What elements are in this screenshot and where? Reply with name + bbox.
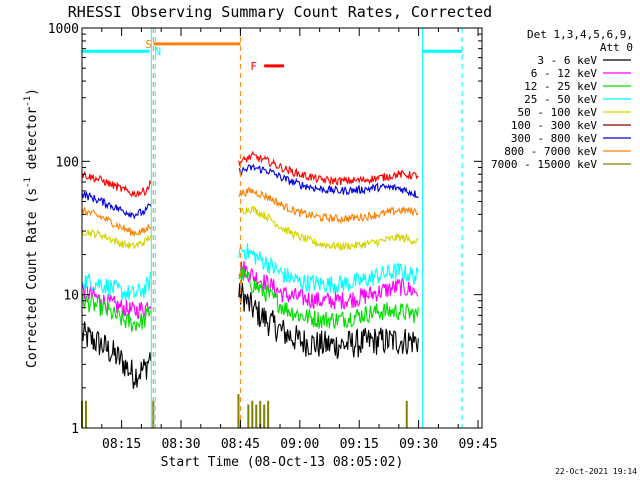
plot-area: SN F bbox=[81, 28, 463, 428]
flag-label-F: F bbox=[250, 60, 257, 73]
axes: 1 10 100 1000 08:15 08:30 08:45 09:00 09:15 09:30… bbox=[48, 22, 498, 452]
series-line-12-25-kev-1 bbox=[238, 267, 419, 330]
chart-title: RHESSI Observing Summary Count Rates, Co… bbox=[68, 3, 492, 21]
y-tick-label-1: 1 bbox=[71, 422, 79, 437]
legend-label-6-12-kev: 6 - 12 keV bbox=[531, 67, 598, 80]
x-tick-label-0945: 09:45 bbox=[458, 437, 497, 452]
legend-label-800-7000-kev: 800 - 7000 keV bbox=[504, 145, 597, 158]
y-axis-label-mid: detector bbox=[25, 107, 40, 178]
series-line-50-100-kev-1 bbox=[238, 205, 419, 252]
legend-header-2: Att 0 bbox=[600, 41, 633, 54]
flag-label-S: S bbox=[145, 38, 152, 51]
series-line-3-6-kev-1 bbox=[238, 282, 419, 359]
legend-label-3-6-kev: 3 - 6 keV bbox=[537, 54, 597, 67]
series-line-12-25-kev-0 bbox=[81, 292, 152, 332]
x-tick-label-0900: 09:00 bbox=[280, 437, 319, 452]
y-tick-label-10: 10 bbox=[63, 289, 79, 304]
series-line-3-6-kev-0 bbox=[81, 321, 152, 389]
y-tick-label-100: 100 bbox=[56, 155, 79, 170]
flag-label-N: N bbox=[154, 45, 161, 58]
x-tick-label-0830: 08:30 bbox=[161, 437, 200, 452]
legend-label-100-300-kev: 100 - 300 keV bbox=[511, 119, 597, 132]
series-line-25-50-kev-1 bbox=[238, 243, 419, 294]
series-line-50-100-kev-0 bbox=[81, 228, 152, 249]
x-tick-label-0845: 08:45 bbox=[221, 437, 260, 452]
legend-label-50-100-kev: 50 - 100 keV bbox=[518, 106, 598, 119]
x-axis-label: Start Time (08-Oct-13 08:05:02) bbox=[161, 455, 404, 470]
series-line-800-7000-kev-0 bbox=[81, 207, 152, 237]
series-line-300-800-kev-0 bbox=[81, 190, 152, 220]
series-line-25-50-kev-0 bbox=[81, 271, 152, 301]
y-tick-label-1000: 1000 bbox=[48, 22, 79, 37]
y-axis-label-end: ) bbox=[25, 88, 40, 96]
y-axis-label-sup2: -1 bbox=[23, 96, 33, 107]
legend-label-300-800-kev: 300 - 800 keV bbox=[511, 132, 597, 145]
x-tick-label-0930: 09:30 bbox=[399, 437, 438, 452]
y-axis-label-main: Corrected Count Rate (s bbox=[25, 188, 40, 368]
plot-frame bbox=[81, 27, 483, 429]
timestamp: 22-Oct-2021 19:14 bbox=[555, 467, 637, 476]
x-tick-label-0815: 08:15 bbox=[102, 437, 141, 452]
legend-label-12-25-kev: 12 - 25 keV bbox=[524, 80, 597, 93]
series-line-red-top-0 bbox=[81, 170, 152, 198]
y-axis-label: Corrected Count Rate (s-1 detector-1) bbox=[23, 88, 40, 368]
y-axis-label-sup1: -1 bbox=[23, 177, 33, 188]
legend-label-7000-15000-kev: 7000 - 15000 keV bbox=[491, 158, 597, 171]
series-line-300-800-kev-1 bbox=[238, 163, 419, 199]
x-tick-label-0915: 09:15 bbox=[340, 437, 379, 452]
legend-label-25-50-kev: 25 - 50 keV bbox=[524, 93, 597, 106]
legend-header-1: Det 1,3,4,5,6,9, bbox=[527, 28, 633, 41]
series-line-red-top-1 bbox=[238, 150, 419, 186]
series-line-800-7000-kev-1 bbox=[238, 186, 419, 225]
